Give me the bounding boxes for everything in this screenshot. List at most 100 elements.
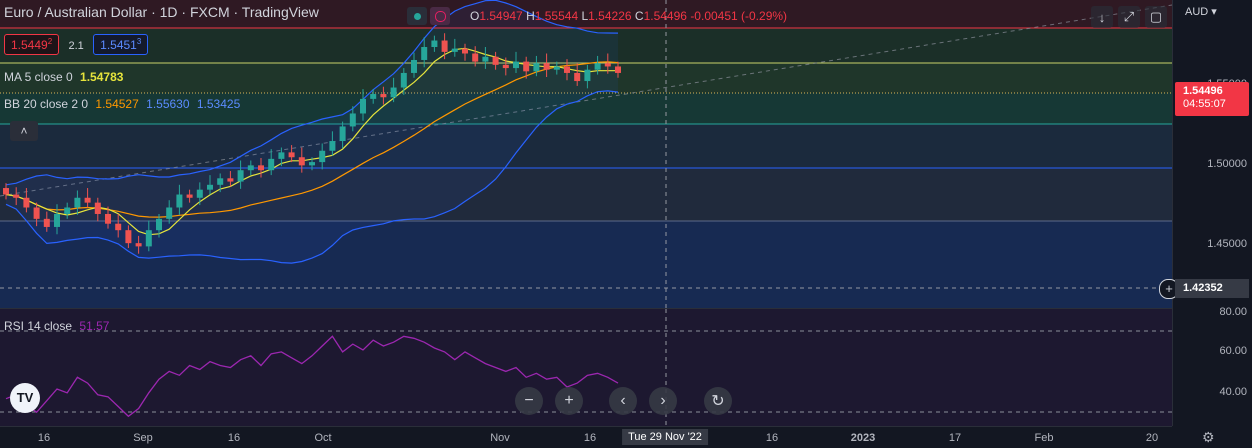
scroll-down-button[interactable]: ↓ [1091, 6, 1113, 28]
pane-separator[interactable] [0, 308, 1172, 309]
price-axis[interactable]: AUD ▾ 1.55000 1.50000 1.45000 1.54496 04… [1159, 0, 1252, 426]
low-label: L [581, 9, 589, 23]
candle-body [207, 184, 213, 190]
price-chart-svg[interactable] [0, 0, 1172, 308]
reset-chart-button[interactable]: ↻ [704, 387, 732, 415]
maximize-button[interactable]: ⤢ [1118, 6, 1140, 28]
candle-body [84, 197, 91, 203]
candle-body [156, 218, 162, 231]
gear-icon: ⚙ [1202, 429, 1215, 445]
time-tick: 16 [227, 432, 241, 444]
currency-selector[interactable]: AUD ▾ [1185, 5, 1217, 18]
time-tick: 16 [37, 432, 51, 444]
rsi-legend[interactable]: RSI 14 close 51.57 [4, 319, 109, 333]
rsi-pane[interactable]: RSI 14 close 51.57 TV [0, 309, 1172, 426]
trade-panel: 1.54492 2.1 1.54513 [4, 34, 149, 55]
buy-button[interactable]: 1.54513 [93, 34, 149, 55]
sell-button[interactable]: 1.54492 [4, 34, 60, 55]
tradingview-logo-icon[interactable]: TV [10, 383, 40, 413]
candle-body [105, 213, 111, 224]
candle-body [513, 61, 519, 69]
bollinger-bands [5, 0, 619, 264]
rsi-tick: 60.00 [1219, 345, 1247, 357]
candle-body [482, 56, 489, 62]
time-tick: Feb [1034, 432, 1054, 444]
candle-body [268, 158, 275, 171]
alert-badge[interactable] [430, 7, 450, 25]
bb-fill [6, 0, 618, 264]
chevron-down-icon: ▾ [1211, 6, 1217, 18]
collapse-legend-button[interactable]: ˄ [10, 121, 38, 141]
candle-body [411, 59, 417, 73]
market-status-badge[interactable] [407, 7, 427, 25]
candle-body [553, 66, 560, 70]
zone-band-6 [0, 221, 1172, 308]
candle-body [349, 113, 356, 127]
candlesticks [3, 33, 621, 254]
candle-body [543, 63, 550, 70]
candle-body [329, 141, 336, 151]
rsi-chart-svg[interactable] [0, 309, 1172, 426]
rsi-line [5, 335, 619, 418]
crosshair-time-label: Tue 29 Nov '22 [622, 429, 708, 445]
chevron-right-icon: › [660, 392, 666, 409]
candle-body [594, 63, 601, 70]
rsi-value: 51.57 [79, 319, 110, 333]
low-value: 1.54226 [588, 9, 632, 23]
candle-body [339, 126, 346, 142]
trend-line[interactable] [0, 4, 1172, 197]
price-tick: 1.50000 [1207, 158, 1247, 170]
ma-legend[interactable]: MA 5 close 0 1.54783 [4, 70, 123, 84]
candle-body [217, 178, 224, 185]
chart-settings-button[interactable]: ⚙ [1202, 429, 1215, 446]
candle-body [196, 189, 203, 198]
candle-body [43, 218, 50, 227]
fullscreen-button[interactable]: ▢ [1145, 6, 1167, 28]
candle-body [247, 165, 254, 171]
time-tick: 2023 [850, 432, 876, 444]
add-level-button[interactable]: + [1159, 279, 1179, 299]
candle-body [74, 197, 81, 208]
rsi-tick: 80.00 [1219, 306, 1247, 318]
candle-body [115, 223, 122, 231]
bb-basis-value: 1.54527 [95, 97, 139, 111]
scroll-left-button[interactable]: ‹ [609, 387, 637, 415]
chevron-up-icon: ˄ [20, 124, 28, 138]
candle-body [380, 94, 387, 98]
scroll-right-button[interactable]: › [649, 387, 677, 415]
candle-body [33, 207, 40, 219]
sell-price-pip: 2 [47, 37, 53, 46]
chevron-left-icon: ‹ [620, 392, 626, 409]
rsi-tick: 40.00 [1219, 386, 1247, 398]
zoom-out-button[interactable]: − [515, 387, 543, 415]
spread-value: 2.1 [68, 40, 84, 52]
candle-body [523, 61, 530, 72]
zone-band-top [0, 0, 1172, 28]
zoom-in-button[interactable]: + [555, 387, 583, 415]
candle-body [360, 98, 366, 114]
chart-title: Euro / Australian Dollar · 1D · FXCM · T… [4, 4, 319, 20]
candle-body [492, 56, 499, 65]
candle-body [258, 165, 264, 171]
candle-body [309, 162, 315, 166]
close-label: C [634, 9, 644, 23]
candle-body [441, 40, 448, 52]
open-value: 1.54947 [479, 9, 523, 23]
candle-body [288, 152, 295, 158]
candle-body [227, 178, 234, 182]
candle-body [3, 188, 9, 195]
ma-value: 1.54783 [80, 70, 124, 84]
candle-body [237, 170, 244, 182]
candle-body [400, 72, 407, 88]
bb-legend[interactable]: BB 20 close 2 0 1.54527 1.55630 1.53425 [4, 97, 240, 111]
time-axis[interactable]: 16 Sep 16 Oct Nov 16 Tue 29 Nov '22 16 2… [0, 426, 1172, 448]
zone-band-3 [0, 93, 1172, 124]
main-chart-pane[interactable]: Euro / Australian Dollar · 1D · FXCM · T… [0, 0, 1172, 308]
candle-body [64, 207, 71, 214]
bb-upper-line [5, 0, 619, 186]
buy-price: 1.5451 [100, 38, 137, 52]
symbol-title[interactable]: Euro / Australian Dollar · 1D · FXCM · T… [4, 4, 319, 20]
candle-body [186, 194, 193, 198]
time-tick: Nov [490, 432, 510, 444]
close-value: 1.54496 [643, 9, 687, 23]
